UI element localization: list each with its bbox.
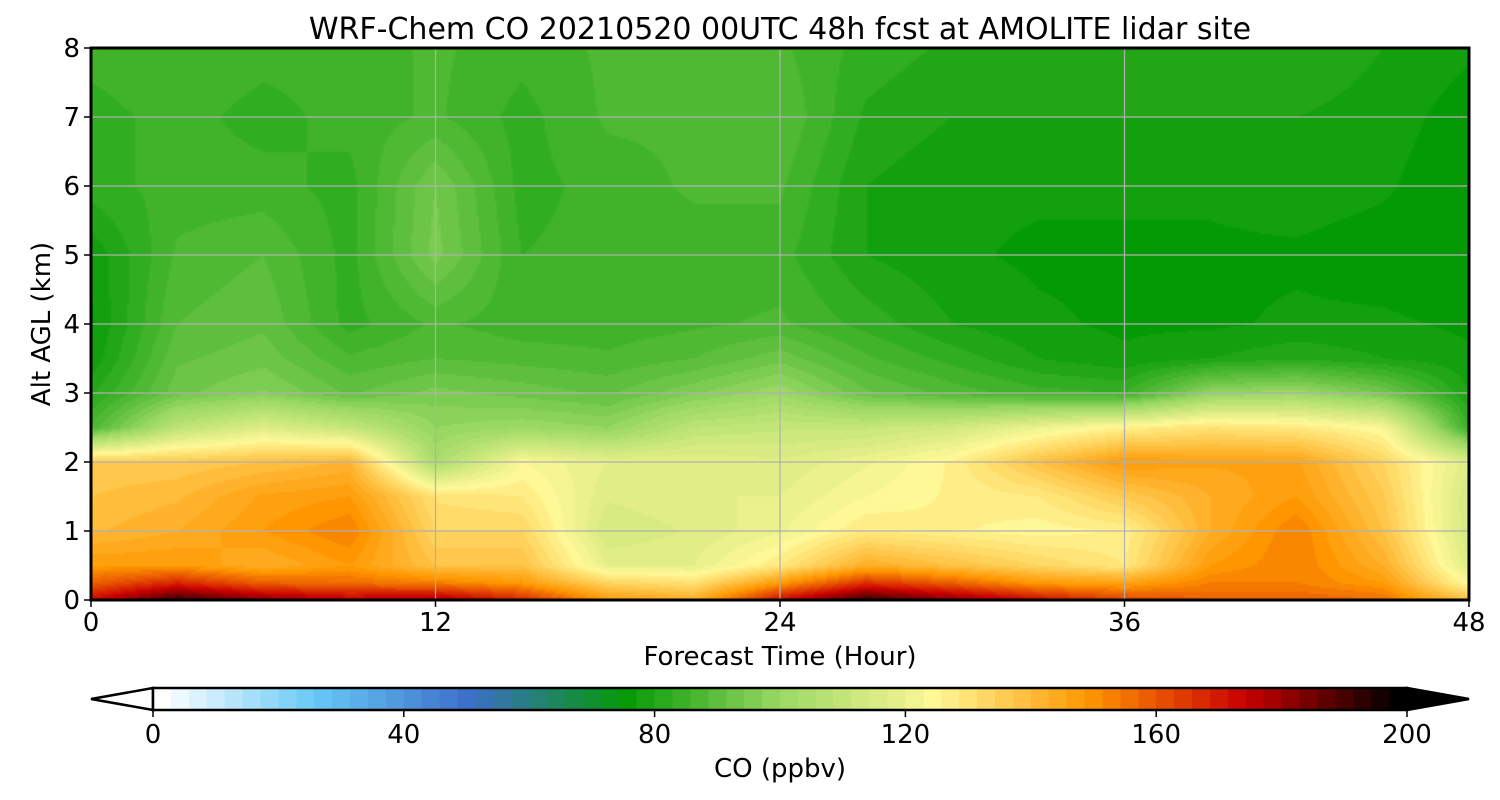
colorbar-tick-label: 80: [638, 720, 671, 750]
colorbar-extend-low: [90, 686, 155, 712]
x-axis-ticks: 0 12 24 36 48: [83, 600, 1486, 638]
x-tick-label: 48: [1452, 608, 1485, 638]
colorbar-tick-label: 40: [387, 720, 420, 750]
x-tick-label: 24: [763, 608, 796, 638]
x-tick-label: 0: [83, 608, 100, 638]
y-axis-ticks: 0 1 2 3 4 5 6 7 8: [63, 34, 91, 616]
x-tick-label: 12: [419, 608, 452, 638]
colorbar-tick-label: 200: [1382, 720, 1432, 750]
y-tick-label: 8: [63, 34, 80, 64]
colorbar: 0 40 80 120 160 200 CO (ppbv): [90, 686, 1470, 784]
y-tick-label: 6: [63, 172, 80, 202]
y-axis-label: Alt AGL (km): [27, 242, 57, 406]
colorbar-tick-label: 0: [145, 720, 162, 750]
colorbar-extend-high: [1405, 686, 1470, 712]
y-tick-label: 7: [63, 103, 80, 133]
y-tick-label: 5: [63, 241, 80, 271]
x-tick-label: 36: [1108, 608, 1141, 638]
y-tick-label: 1: [63, 517, 80, 547]
colorbar-label: CO (ppbv): [714, 754, 846, 784]
y-tick-label: 0: [63, 586, 80, 616]
plot-area: [89, 46, 1471, 602]
chart-title: WRF-Chem CO 20210520 00UTC 48h fcst at A…: [309, 12, 1251, 47]
colorbar-tick-label: 120: [881, 720, 931, 750]
y-tick-label: 4: [63, 310, 80, 340]
colorbar-tick-label: 160: [1131, 720, 1181, 750]
colorbar-ticks: 0 40 80 120 160 200: [145, 710, 1432, 750]
x-axis-label: Forecast Time (Hour): [643, 642, 916, 672]
y-tick-label: 2: [63, 448, 80, 478]
y-tick-label: 3: [63, 379, 80, 409]
colorbar-body: [151, 686, 1409, 712]
